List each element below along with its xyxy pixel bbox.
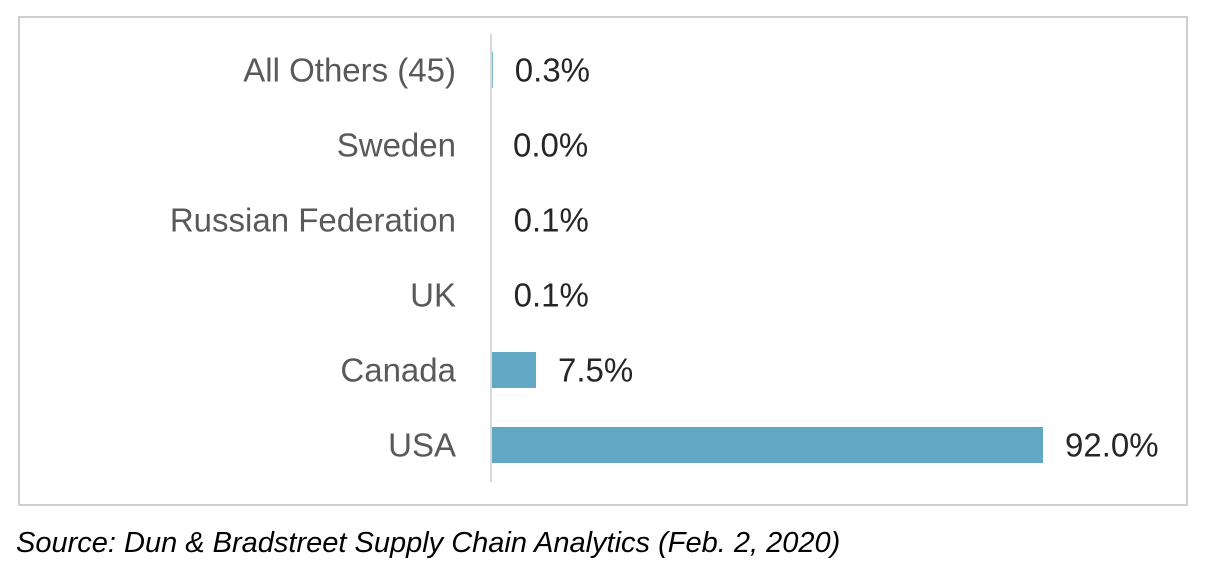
category-label-all-others-45: All Others (45) xyxy=(243,52,456,89)
value-label-russian-federation: 0.1% xyxy=(514,202,589,239)
value-label-uk: 0.1% xyxy=(514,277,589,314)
value-label-canada: 7.5% xyxy=(558,352,633,389)
value-label-sweden: 0.0% xyxy=(513,127,588,164)
bar-chart: All Others (45) 0.3% Sweden 0.0% Russian Fed… xyxy=(170,34,1159,482)
category-label-russian-federation: Russian Federation xyxy=(170,202,456,239)
value-label-all-others-45: 0.3% xyxy=(515,52,590,89)
source-note: Source: Dun & Bradstreet Supply Chain An… xyxy=(16,527,841,559)
bar-usa xyxy=(491,427,1043,463)
category-label-sweden: Sweden xyxy=(337,127,456,164)
category-label-canada: Canada xyxy=(340,352,456,389)
value-label-usa: 92.0% xyxy=(1065,427,1159,464)
bars-layer xyxy=(491,52,1043,463)
labels-layer: All Others (45) 0.3% Sweden 0.0% Russian Fed… xyxy=(170,52,1159,464)
category-label-usa: USA xyxy=(388,427,456,464)
bar-canada xyxy=(491,352,536,388)
chart-frame: All Others (45) 0.3% Sweden 0.0% Russian Fed… xyxy=(18,16,1188,506)
category-label-uk: UK xyxy=(410,277,456,314)
